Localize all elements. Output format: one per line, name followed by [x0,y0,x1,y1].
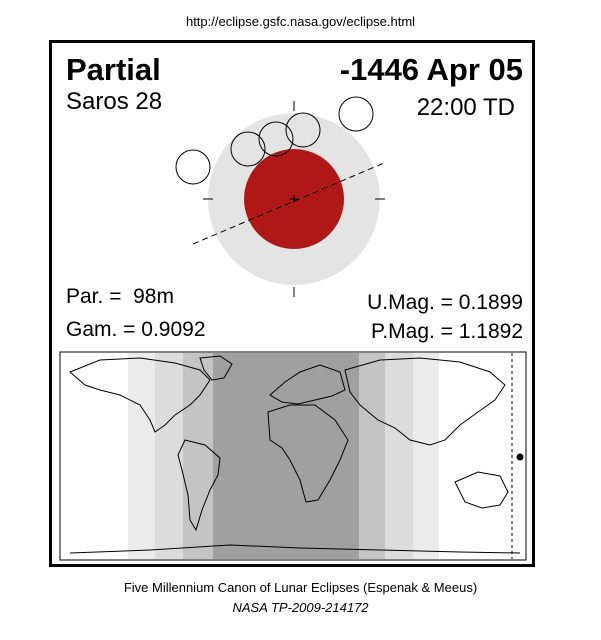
gamma-value: Gam. = 0.9092 [66,318,206,341]
umbral-magnitude: U.Mag. = 0.1899 [367,291,523,314]
eclipse-type: Partial [66,52,161,87]
umbral-night-left [155,353,183,559]
antarctica [69,544,521,554]
australia [454,471,509,509]
partial-zone-left [183,353,213,559]
saros-number: Saros 28 [66,88,163,115]
penumbral-night-right [413,353,439,559]
greenland [199,355,233,381]
moon-u1 [230,131,266,167]
moon-positions [175,96,374,185]
partial-duration: Par. = 98m [66,285,174,308]
moon-path-line [192,162,385,245]
north-america [69,357,211,433]
moon-u4 [285,112,321,148]
moon-p1 [175,149,211,185]
source-url[interactable]: http://eclipse.gsfc.nasa.gov/eclipse.htm… [185,14,416,29]
penumbral-magnitude: P.Mag. = 1.1892 [371,320,523,343]
africa [267,404,349,503]
visibility-map [59,351,527,561]
moon-p4 [338,96,374,132]
europe [269,364,346,405]
axis-ticks [203,101,385,297]
umbral-night-right [385,353,413,559]
eclipse-panel-frame [49,40,535,567]
eclipse-date: -1446 Apr 05 [339,52,523,87]
asia [344,357,506,446]
full-night-zone [213,353,359,559]
south-america [177,439,221,532]
footer-credit: Five Millennium Canon of Lunar Eclipses … [123,580,478,595]
partial-zone-right [359,353,385,559]
center-cross [290,195,298,203]
eclipse-time: 22:00 TD [416,94,515,121]
moon-max [258,121,294,157]
footer-publication: NASA TP-2009-214172 [232,600,369,615]
continent-outlines [69,355,521,554]
penumbral-night-left [128,353,155,559]
subsolar-point [516,453,524,461]
